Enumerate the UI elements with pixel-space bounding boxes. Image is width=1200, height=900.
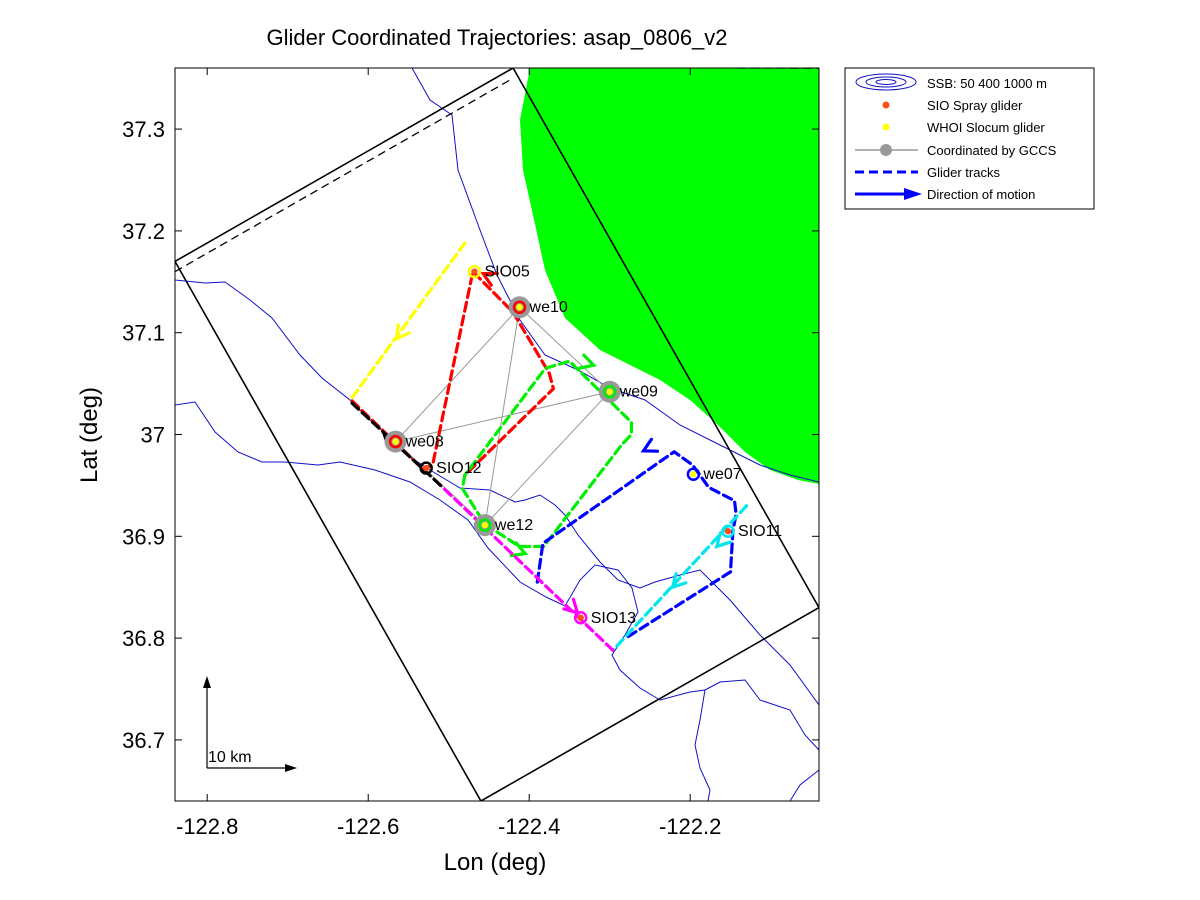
glider-ring bbox=[388, 434, 403, 449]
y-tick-label: 37 bbox=[141, 423, 165, 448]
glider-track bbox=[611, 504, 749, 652]
glider-ring bbox=[602, 384, 617, 399]
glider-label: SIO13 bbox=[591, 610, 636, 627]
glider-label: we10 bbox=[529, 299, 568, 316]
contour-1000m bbox=[175, 401, 711, 801]
x-tick-label: -122.8 bbox=[176, 814, 238, 839]
spray-glider-dot bbox=[724, 528, 732, 535]
glider-markers: SIO05 we10 we09 we08 SIO12 we07 SIO11 we12 SIO13 bbox=[384, 264, 782, 627]
direction-arrow bbox=[578, 353, 597, 370]
glider-track bbox=[460, 359, 634, 549]
legend-ssb-symbol bbox=[855, 73, 917, 91]
legend-label-direction: Direction of motion bbox=[927, 187, 1035, 202]
glider-label: SIO11 bbox=[738, 523, 782, 540]
scale-bar-east-arrowhead bbox=[285, 764, 297, 772]
coordination-edge bbox=[395, 391, 610, 443]
glider-ring bbox=[419, 461, 433, 475]
legend-coord-marker bbox=[880, 144, 892, 156]
legend-spray-dot bbox=[882, 101, 890, 109]
spray-glider-dot bbox=[471, 268, 478, 275]
scale-bar-label: 10 km bbox=[208, 749, 252, 766]
glider-label: we12 bbox=[494, 517, 533, 534]
glider-ring bbox=[467, 264, 482, 279]
legend-slocum-dot bbox=[882, 123, 890, 131]
land-area bbox=[520, 68, 819, 484]
spray-glider-dot bbox=[422, 464, 430, 472]
x-axis-label: Lon (deg) bbox=[444, 849, 547, 876]
glider-track bbox=[439, 483, 615, 652]
legend-label-coordinated: Coordinated by GCCS bbox=[927, 143, 1057, 158]
glider-label: SIO12 bbox=[436, 460, 481, 477]
glider-ring bbox=[512, 300, 527, 314]
direction-arrow bbox=[714, 531, 732, 549]
glider-track bbox=[535, 450, 738, 640]
glider-track bbox=[348, 241, 467, 403]
slocum-glider-dot bbox=[481, 521, 489, 529]
slocum-glider-dot bbox=[606, 388, 613, 395]
map-plot-area: SIO05 we10 we09 we08 SIO12 we07 SIO11 we12 SIO13… bbox=[175, 68, 819, 801]
axis-ticks: -122.8 -122.6 -122.4 -122.2 36.7 36.8 36.9 37 37… bbox=[122, 68, 819, 839]
legend-label-tracks: Glider tracks bbox=[927, 165, 1000, 180]
legend-label-ssb: SSB: 50 400 1000 m bbox=[927, 76, 1047, 91]
domain-box bbox=[175, 68, 819, 801]
x-tick-label: -122.4 bbox=[498, 814, 560, 839]
y-tick-label: 37.3 bbox=[122, 117, 165, 142]
y-tick-label: 37.2 bbox=[122, 219, 165, 244]
slocum-glider-dot bbox=[392, 438, 399, 445]
x-tick-label: -122.2 bbox=[659, 814, 721, 839]
scale-bar: 10 km bbox=[203, 676, 297, 772]
direction-arrow bbox=[394, 323, 411, 342]
slocum-glider-dot bbox=[516, 304, 523, 311]
coordination-edge bbox=[484, 307, 521, 526]
contour-1000m-branch bbox=[704, 679, 819, 751]
x-tick-label: -122.6 bbox=[337, 814, 399, 839]
y-tick-label: 36.7 bbox=[122, 728, 165, 753]
direction-arrow bbox=[509, 541, 529, 558]
legend-direction-arrowhead bbox=[904, 188, 922, 200]
coordination-lines bbox=[395, 306, 611, 526]
direction-arrow bbox=[670, 572, 688, 590]
slocum-glider-dot bbox=[690, 471, 697, 478]
spray-glider-dot bbox=[577, 614, 584, 621]
glider-label: we07 bbox=[702, 466, 741, 483]
y-tick-label: 36.9 bbox=[122, 524, 165, 549]
contour-1000m-south bbox=[789, 769, 819, 801]
glider-label: we09 bbox=[619, 384, 658, 401]
glider-ring bbox=[686, 467, 701, 481]
direction-arrow bbox=[640, 437, 660, 453]
scale-bar-north-arrowhead bbox=[203, 676, 211, 688]
figure-title: Glider Coordinated Trajectories: asap_08… bbox=[266, 25, 727, 50]
legend-label-spray: SIO Spray glider bbox=[927, 98, 1023, 113]
coordination-edge bbox=[395, 306, 520, 442]
glider-ring bbox=[721, 524, 735, 538]
coordination-edge bbox=[484, 391, 611, 526]
glider-ring bbox=[573, 611, 588, 625]
legend-box bbox=[844, 67, 1095, 210]
y-axis-label: Lat (deg) bbox=[76, 387, 103, 483]
y-tick-label: 36.8 bbox=[122, 626, 165, 651]
legend: SSB: 50 400 1000 m SIO Spray glider WHOI… bbox=[844, 67, 1095, 210]
glider-label: SIO05 bbox=[484, 264, 529, 281]
glider-label: we08 bbox=[405, 434, 444, 451]
direction-arrow bbox=[480, 271, 499, 287]
domain-box-outline bbox=[175, 68, 819, 801]
y-tick-label: 37.1 bbox=[122, 321, 165, 346]
coordination-edge bbox=[519, 306, 611, 393]
glider-ring bbox=[478, 518, 492, 532]
legend-label-slocum: WHOI Slocum glider bbox=[927, 120, 1045, 135]
